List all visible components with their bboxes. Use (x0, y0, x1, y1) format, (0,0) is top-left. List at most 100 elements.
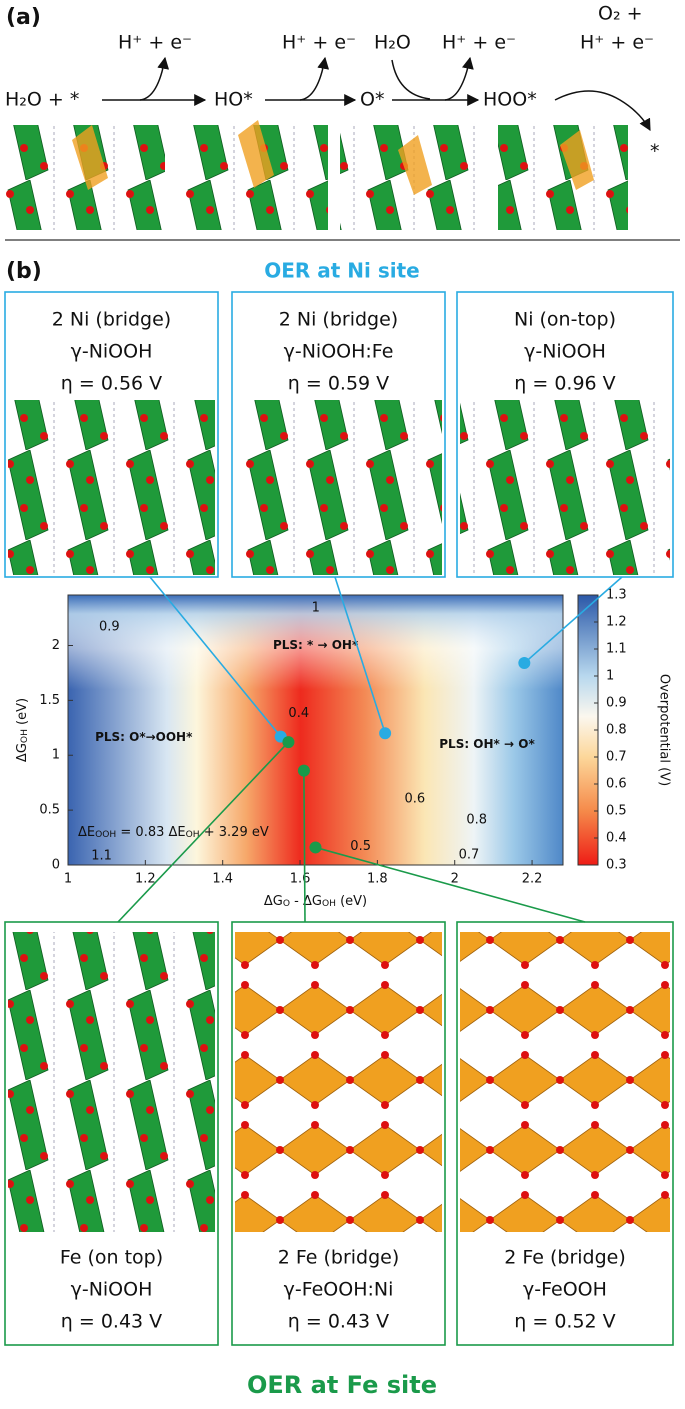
structure (235, 932, 442, 1232)
reaction-text: H⁺ + e⁻ (118, 32, 192, 54)
x-axis-label-part: (eV) (336, 894, 367, 909)
structure (235, 400, 442, 575)
panel-label: (b) (6, 259, 42, 284)
point (309, 841, 322, 854)
contour-label: 0.7 (459, 848, 480, 863)
x-tick-label: 2 (451, 872, 459, 887)
colorbar-tick-label: 0.6 (606, 777, 627, 792)
x-tick-label: 1.6 (290, 872, 311, 887)
plot-frame (67, 594, 564, 866)
x-tick-label: 2.2 (522, 872, 543, 887)
site-box (231, 291, 446, 578)
structure (8, 400, 215, 575)
connector (117, 741, 290, 923)
site-box (456, 291, 674, 578)
connector (149, 576, 282, 738)
reaction-text: * (650, 141, 660, 163)
x-axis-label-part: - ΔG (290, 894, 322, 909)
x-tick-label: 1.4 (212, 872, 233, 887)
colorbar-tick-label: 0.8 (606, 723, 627, 738)
reaction-text: O₂ + (598, 3, 643, 25)
equation-part: OOH (95, 830, 116, 840)
contour-label: 0.9 (99, 619, 120, 634)
colorbar-tick-label: 0.5 (606, 804, 627, 819)
x-tick-label: 1.2 (135, 872, 156, 887)
colorbar-tick-label: 0.9 (606, 696, 627, 711)
point (297, 764, 310, 777)
site-site: 2 Ni (bridge) (52, 309, 171, 331)
connector (315, 846, 586, 923)
x-axis-label-part: ΔG (264, 894, 283, 909)
reaction-text: HOO* (483, 89, 537, 111)
site-box (4, 291, 219, 578)
pls-label: PLS: OH* → O* (439, 737, 535, 751)
pls-label: PLS: O*→OOH* (95, 730, 193, 744)
x-tick-label: 1.8 (367, 872, 388, 887)
y-axis-label-part: (eV) (15, 698, 30, 729)
site-site: 2 Ni (bridge) (279, 309, 398, 331)
reaction-text: H⁺ + e⁻ (442, 32, 516, 54)
site-overpotential: η = 0.43 V (288, 1311, 389, 1333)
site-material: γ-NiOOH (524, 341, 606, 363)
site-material: γ-FeOOH (523, 1279, 607, 1301)
equation-part: = 0.83 ΔE (116, 825, 185, 840)
site-box (231, 921, 446, 1346)
colorbar-label: Overpotential (V) (657, 674, 672, 786)
structure (460, 400, 670, 575)
y-axis-label-part: ΔG (15, 743, 30, 762)
colorbar-tick-label: 0.4 (606, 831, 627, 846)
site-site: Ni (on-top) (514, 309, 616, 331)
site-box (4, 921, 219, 1346)
reaction-text: H₂O (374, 32, 411, 54)
point (518, 657, 531, 670)
heatmap-shade (68, 595, 563, 865)
site-overpotential: η = 0.52 V (514, 1311, 615, 1333)
ni-title: OER at Ni site (264, 259, 420, 283)
connector (523, 576, 623, 664)
site-material: γ-NiOOH:Fe (284, 341, 394, 363)
reaction-text: H⁺ + e⁻ (282, 32, 356, 54)
y-axis-label-part: OH (20, 729, 30, 743)
contour-label: 1 (312, 601, 320, 616)
y-tick-label: 1.5 (39, 693, 60, 708)
site-site: 2 Fe (bridge) (504, 1247, 626, 1269)
equation-part: OH (186, 830, 200, 840)
equation-part: ΔE (78, 825, 95, 840)
contour-label: 0.6 (404, 792, 425, 807)
x-axis-label-part: O (283, 899, 290, 909)
reaction-text: HO* (214, 89, 253, 111)
colorbar-tick-label: 0.3 (606, 858, 627, 873)
connector (334, 576, 386, 734)
site-overpotential: η = 0.96 V (514, 373, 615, 395)
y-axis-label: ΔGOH (eV) (15, 698, 30, 762)
structures (5, 120, 628, 230)
panel-label: (a) (6, 5, 41, 30)
site-material: γ-NiOOH (71, 341, 153, 363)
equation-part: + 3.29 eV (200, 825, 269, 840)
x-axis-label: ΔGO - ΔGOH (eV) (264, 894, 367, 909)
site-site: Fe (on top) (60, 1247, 163, 1269)
site-material: γ-NiOOH (71, 1279, 153, 1301)
colorbar-tick-label: 0.7 (606, 750, 627, 765)
contour-label: 0.5 (350, 839, 371, 854)
site-site: 2 Fe (bridge) (278, 1247, 400, 1269)
structure (8, 932, 215, 1232)
y-tick-label: 1 (52, 748, 60, 763)
y-tick-label: 2 (52, 638, 60, 653)
reaction-text: O* (360, 89, 384, 111)
colorbar-tick-label: 1.2 (606, 615, 627, 630)
x-tick-label: 1 (64, 872, 72, 887)
pls-label: PLS: * → OH* (273, 638, 359, 652)
site-overpotential: η = 0.56 V (61, 373, 162, 395)
fe-title: OER at Fe site (247, 1371, 437, 1399)
y-tick-label: 0.5 (39, 803, 60, 818)
colorbar-tick-label: 1.1 (606, 642, 627, 657)
point (379, 727, 392, 740)
colorbar-tick-label: 1.3 (606, 588, 627, 603)
site-box (456, 921, 674, 1346)
connector (303, 770, 306, 923)
reaction-text: H₂O + * (5, 89, 79, 111)
site-overpotential: η = 0.43 V (61, 1311, 162, 1333)
x-axis-label-part: OH (322, 899, 336, 909)
